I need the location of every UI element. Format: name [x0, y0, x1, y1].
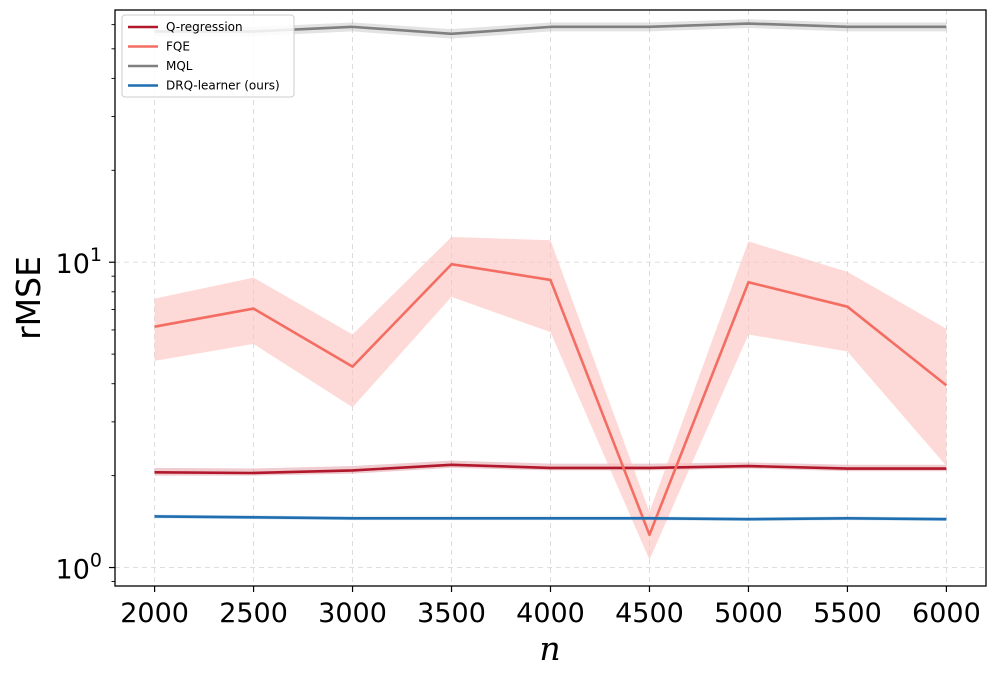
x-tick-label: 4500 [615, 598, 684, 629]
line-fqe [154, 262, 948, 537]
x-tick-label: 2500 [219, 598, 288, 629]
x-tick-label: 3000 [318, 598, 387, 629]
y-tick-label: 100 [56, 550, 102, 586]
line-q-regression [154, 463, 947, 475]
line-drq-learner-ours- [154, 515, 947, 521]
legend-label: Q-regression [166, 20, 243, 34]
x-axis-label: n [539, 629, 560, 668]
band-fqe [154, 236, 947, 560]
y-tick-label: 101 [56, 244, 102, 280]
x-tick-label: 5000 [714, 598, 783, 629]
ticks [109, 24, 948, 592]
legend-label: DRQ-learner (ours) [166, 79, 280, 93]
y-axis-label: rMSE [9, 256, 48, 340]
x-tick-label: 5500 [813, 598, 882, 629]
legend-label: FQE [166, 40, 190, 54]
y-tick-labels: 100 101 [56, 244, 102, 585]
legend-box [121, 14, 295, 98]
x-tick-labels: 2000 2500 3000 3500 4000 4500 5000 5500 6000 [120, 598, 981, 629]
legend: Q-regression FQE MQL DRQ-learner (ours) [121, 14, 295, 98]
x-tick-label: 2000 [120, 598, 189, 629]
x-tick-label: 3500 [417, 598, 486, 629]
x-tick-label: 6000 [912, 598, 981, 629]
x-tick-label: 4000 [516, 598, 585, 629]
legend-label: MQL [166, 59, 193, 73]
